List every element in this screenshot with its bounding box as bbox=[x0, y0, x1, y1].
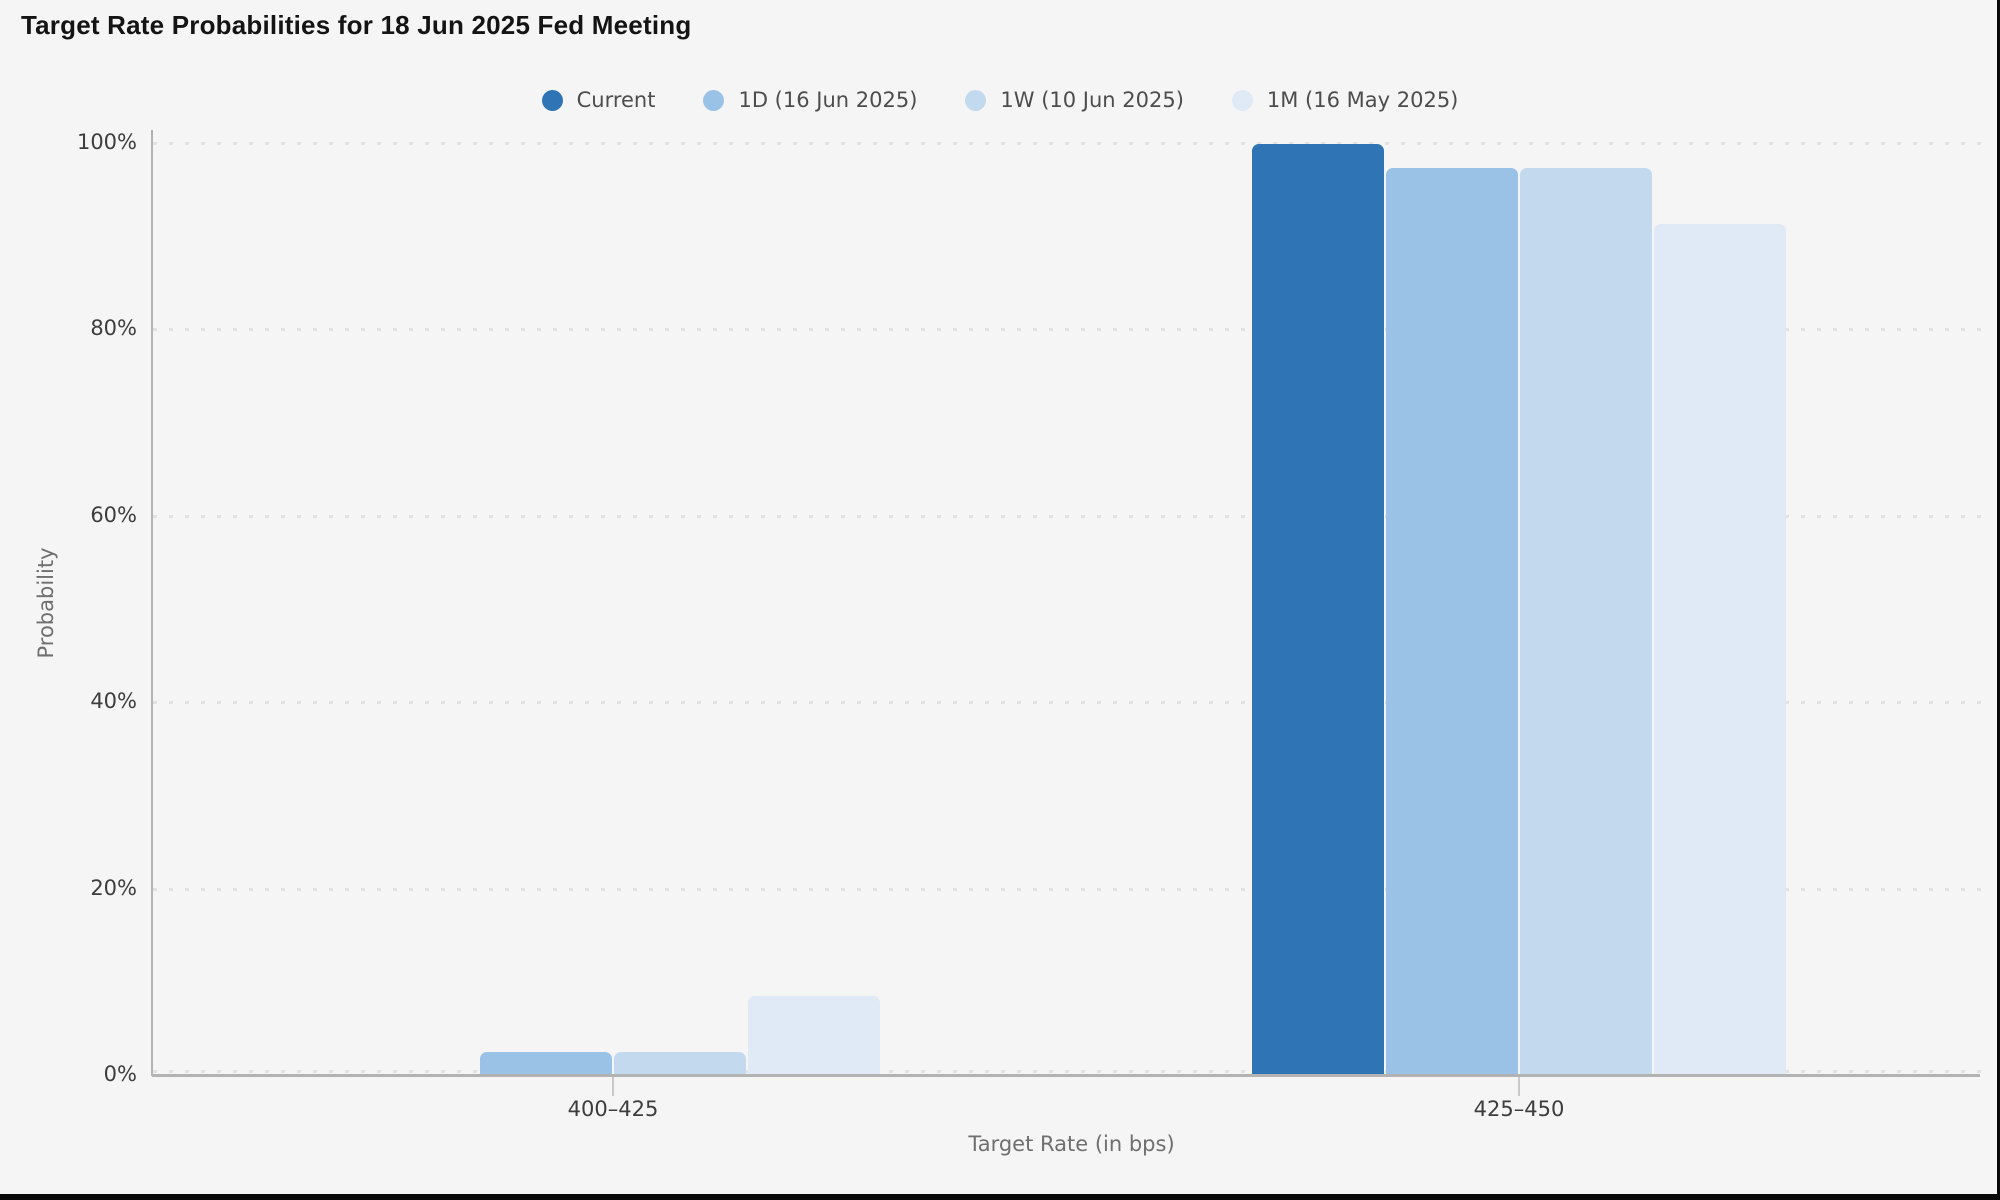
grid-line-60 bbox=[153, 514, 1990, 518]
grid-line-100 bbox=[153, 142, 1990, 145]
y-tick-label-0: 0% bbox=[103, 1062, 137, 1086]
x-tick-label-400-425: 400–425 bbox=[567, 1097, 659, 1121]
window-right-edge bbox=[1997, 0, 2000, 1200]
y-axis-line bbox=[151, 130, 153, 1076]
y-tick-label-60: 60% bbox=[90, 502, 137, 527]
legend-label-1d-16-jun-2025: 1D (16 Jun 2025) bbox=[738, 88, 918, 112]
legend-dot-1d-16-jun-2025 bbox=[703, 89, 725, 111]
legend: Current 1D (16 Jun 2025) 1W (10 Jun 2025) 1… bbox=[0, 88, 2000, 112]
x-tick-425-450 bbox=[1518, 1077, 1520, 1096]
legend-dot-current bbox=[541, 89, 563, 111]
x-tick-400-425 bbox=[612, 1077, 614, 1096]
bar-current-425-450[interactable] bbox=[1252, 144, 1384, 1076]
grid-line-0 bbox=[153, 1070, 1990, 1073]
chart-title: Target Rate Probabilities for 18 Jun 202… bbox=[21, 10, 692, 40]
y-tick-label-100: 100% bbox=[76, 130, 137, 154]
legend-label-current: Current bbox=[576, 88, 656, 112]
bar-1m-16-may-2025-425-450[interactable] bbox=[1654, 224, 1786, 1076]
legend-label-1w-10-jun-2025: 1W (10 Jun 2025) bbox=[1000, 88, 1184, 112]
y-tick-label-40: 40% bbox=[90, 689, 137, 714]
legend-label-1m-16-may-2025: 1M (16 May 2025) bbox=[1266, 88, 1459, 112]
x-tick-label-425-450: 425–450 bbox=[1473, 1097, 1565, 1121]
y-tick-label-20: 20% bbox=[90, 875, 137, 900]
bar-1m-16-may-2025-400-425[interactable] bbox=[748, 996, 880, 1076]
y-tick-label-80: 80% bbox=[90, 316, 137, 341]
legend-item-1d-16-jun-2025[interactable]: 1D (16 Jun 2025) bbox=[703, 88, 917, 112]
x-axis-label: Target Rate (in bps) bbox=[968, 1132, 1175, 1156]
legend-item-1w-10-jun-2025[interactable]: 1W (10 Jun 2025) bbox=[965, 88, 1184, 112]
bar-1w-10-jun-2025-425-450[interactable] bbox=[1520, 168, 1652, 1076]
legend-dot-1m-16-may-2025 bbox=[1231, 89, 1253, 111]
bar-1w-10-jun-2025-400-425[interactable] bbox=[614, 1052, 746, 1076]
grid-line-80 bbox=[153, 328, 1990, 332]
bar-1d-16-jun-2025-400-425[interactable] bbox=[480, 1052, 612, 1076]
legend-dot-1w-10-jun-2025 bbox=[965, 89, 987, 111]
x-axis-line bbox=[152, 1074, 1980, 1077]
bar-1d-16-jun-2025-425-450[interactable] bbox=[1386, 168, 1518, 1076]
legend-item-1m-16-may-2025[interactable]: 1M (16 May 2025) bbox=[1231, 88, 1459, 112]
window-bottom-edge bbox=[0, 1194, 2000, 1200]
grid-line-40 bbox=[153, 701, 1990, 705]
grid-line-20 bbox=[153, 887, 1990, 891]
legend-item-current[interactable]: Current bbox=[541, 88, 656, 112]
